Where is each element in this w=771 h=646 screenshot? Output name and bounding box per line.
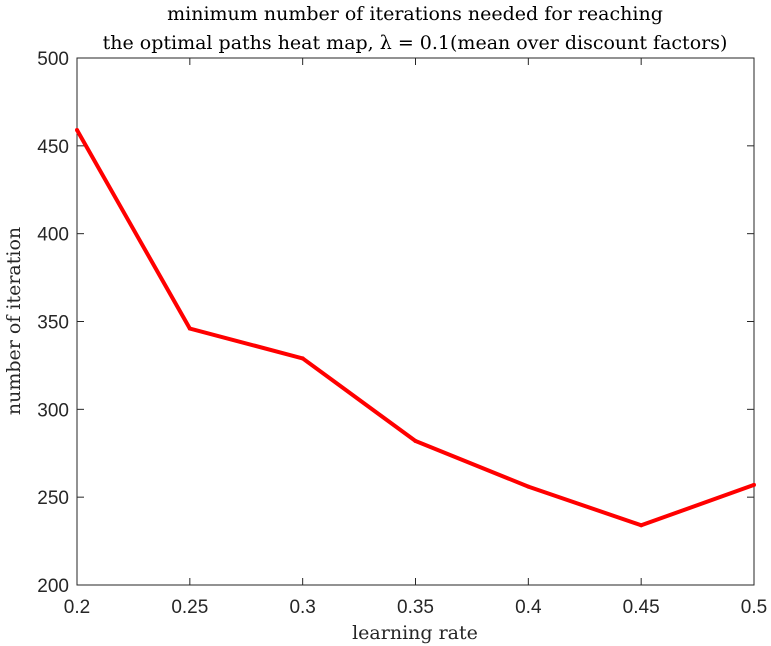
- y-axis-ticks: 200 250 300 350 400 450 500: [37, 49, 754, 597]
- data-point: [75, 128, 79, 133]
- x-tick-label: 0.45: [623, 597, 660, 618]
- y-tick-label: 200: [37, 576, 69, 597]
- data-point: [300, 356, 305, 361]
- series-layer: [75, 128, 756, 528]
- data-point: [413, 438, 418, 443]
- y-tick-label: 500: [37, 49, 69, 70]
- x-tick-label: 0.3: [289, 597, 315, 618]
- data-point: [639, 523, 644, 528]
- y-tick-label: 250: [37, 488, 69, 509]
- data-point: [752, 482, 756, 487]
- chart-title-line-2: the optimal paths heat map, λ = 0.1(mean…: [103, 32, 728, 54]
- plot-area: [76, 57, 755, 586]
- x-axis-label: learning rate: [352, 622, 478, 644]
- data-point: [526, 484, 531, 489]
- x-tick-label: 0.4: [515, 597, 542, 618]
- x-tick-label: 0.2: [64, 597, 90, 618]
- y-tick-label: 450: [37, 137, 69, 158]
- y-tick-label: 300: [37, 400, 69, 421]
- x-tick-label: 0.35: [397, 597, 434, 618]
- data-point: [187, 326, 192, 331]
- chart-title-line-1: minimum number of iterations needed for …: [167, 3, 663, 25]
- y-tick-label: 350: [37, 313, 69, 334]
- x-axis-ticks: 0.2 0.25 0.3 0.35 0.4 0.45 0.5: [64, 58, 767, 618]
- x-tick-label: 0.25: [171, 597, 208, 618]
- y-tick-label: 400: [37, 225, 69, 246]
- y-axis-label: number of iteration: [3, 227, 25, 415]
- x-tick-label: 0.5: [741, 597, 767, 618]
